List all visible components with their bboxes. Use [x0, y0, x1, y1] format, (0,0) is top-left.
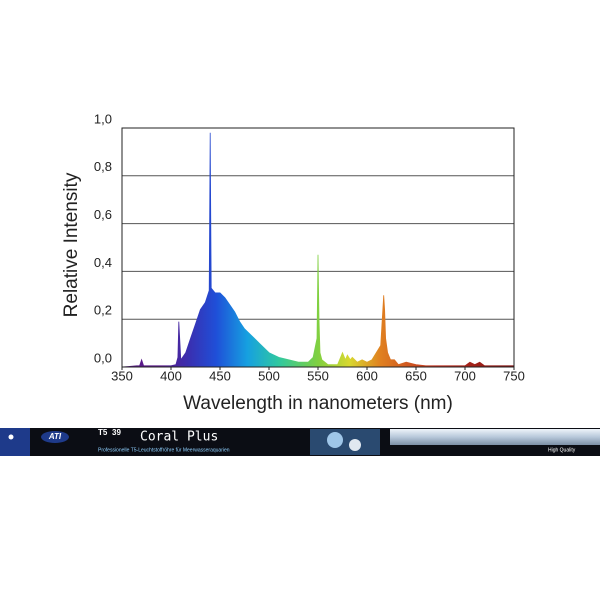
y-tick-label: 0,2 — [94, 303, 112, 318]
plot: 0,0 0,2 0,4 0,6 0,8 1,0 350 400 450 500 550 600 650 7… — [94, 111, 525, 383]
logo — [41, 431, 69, 443]
box-end — [0, 428, 30, 456]
lamp: T5 — [98, 428, 108, 437]
x-tick-label: 750 — [503, 368, 525, 383]
y-tick-label: 1,0 — [94, 111, 112, 126]
coral — [349, 439, 361, 451]
x-tick-label: 600 — [356, 368, 378, 383]
y-tick-label: 0,0 — [94, 350, 112, 365]
badge: High Quality — [548, 447, 576, 453]
plot-frame — [121, 127, 515, 368]
hole — [8, 434, 14, 440]
x-tick-label: 350 — [111, 368, 133, 383]
x-tick-label: 400 — [160, 368, 182, 383]
x-axis-label: Wavelength in nanometers (nm) — [183, 393, 453, 414]
x-tick-label: 700 — [454, 368, 476, 383]
x-tick-label: 450 — [209, 368, 231, 383]
coral — [327, 432, 343, 448]
x-tick-label: 500 — [258, 368, 280, 383]
product-banner: ATI T5 39 Coral Plus Professionelle T5-L… — [0, 428, 600, 456]
description: Professionelle T5-Leuchtstoffröhre für M… — [98, 447, 230, 453]
y-tick-label: 0,6 — [94, 207, 112, 222]
product-name: Coral Plus — [140, 430, 218, 445]
y-axis-label: Relative Intensity — [61, 172, 82, 317]
photo — [310, 429, 380, 455]
y-tick-label: 0,8 — [94, 159, 112, 174]
x-tick-label: 650 — [405, 368, 427, 383]
x-tick-label: 550 — [307, 368, 329, 383]
watt: 39 — [112, 428, 121, 437]
y-tick-label: 0,4 — [94, 255, 112, 270]
tube — [390, 429, 600, 445]
brand: ATI — [48, 432, 62, 441]
spectrum-area — [121, 132, 515, 368]
